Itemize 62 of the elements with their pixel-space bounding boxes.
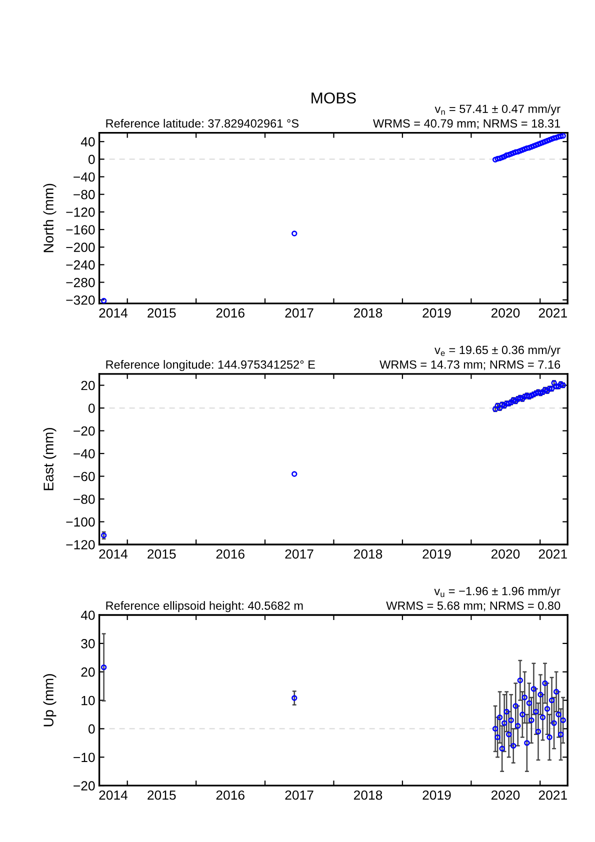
x-tick-label: 2020	[491, 549, 520, 559]
x-tick-label: 2020	[491, 790, 520, 800]
y-tick-label: −10	[74, 752, 95, 762]
y-tick-label: −120	[66, 208, 95, 217]
y-tick-label: 20	[81, 667, 95, 677]
y-tick-label: −20	[74, 781, 95, 791]
x-tick-label: 2018	[354, 549, 382, 559]
y-tick-label: 20	[81, 380, 95, 390]
x-tick-label: 2018	[354, 308, 382, 318]
text: v$_{u}$ = −1.96 ± 1.96 mm/yr	[434, 586, 560, 598]
y-tick-label: 40	[80, 610, 95, 620]
text: v$_{e}$ = 19.65 ± 0.36 mm/yr	[434, 345, 560, 356]
y-tick-label: −160	[66, 225, 95, 234]
y-tick-label: −60	[74, 472, 95, 482]
y-tick-label: −80	[74, 494, 95, 504]
x-tick-label: 2014	[99, 549, 128, 559]
y-tick-label: 0	[88, 154, 95, 164]
y-tick-label: −200	[66, 242, 95, 252]
chart-subtitle: Reference latitude: 37.829402961 °S	[106, 118, 299, 128]
x-tick-label: 2017	[285, 549, 314, 559]
y-axis-title: North (mm)	[43, 184, 56, 252]
y-tick-label: −120	[66, 540, 95, 550]
text: WRMS = 14.73 mm; NRMS = 7.16	[380, 360, 560, 370]
y-tick-label: −320	[66, 295, 95, 305]
x-tick-label: 2016	[216, 790, 244, 800]
x-tick-label: 2021	[538, 790, 567, 800]
x-tick-label: 2018	[354, 790, 382, 800]
y-tick-label: −240	[66, 260, 95, 270]
x-tick-label: 2019	[422, 308, 451, 318]
chart-subtitle: Reference longitude: 144.975341252° E	[106, 360, 315, 372]
y-tick-label: −280	[66, 278, 95, 288]
x-tick-label: 2015	[148, 549, 176, 559]
x-tick-label: 2015	[148, 790, 176, 800]
chart-title: MOBS	[312, 92, 356, 104]
x-tick-label: 2016	[216, 549, 244, 559]
x-tick-label: 2014	[99, 790, 128, 800]
chart-subtitle: Reference ellipsoid height: 40.5682 m	[106, 601, 303, 612]
y-tick-label: 30	[81, 639, 95, 648]
y-tick-label: −40	[74, 449, 95, 458]
text: WRMS = 40.79 mm; NRMS = 18.31	[373, 119, 560, 130]
y-tick-label: −40	[74, 172, 95, 182]
x-tick-label: 2019	[422, 549, 451, 559]
y-tick-label: 0	[88, 404, 95, 413]
x-tick-label: 2017	[285, 308, 314, 318]
y-tick-label: −80	[74, 190, 95, 200]
x-tick-label: 2014	[99, 308, 128, 318]
y-tick-label: 0	[88, 724, 95, 734]
x-tick-label: 2016	[216, 308, 244, 318]
text: v$_{n}$ = 57.41 ± 0.47 mm/yr	[434, 104, 560, 116]
y-tick-label: −20	[74, 426, 95, 436]
y-axis-title: Up (mm)	[43, 674, 56, 726]
x-tick-label: 2015	[148, 308, 176, 318]
x-tick-label: 2020	[491, 308, 520, 318]
x-tick-label: 2021	[538, 549, 567, 559]
x-tick-label: 2017	[285, 790, 314, 800]
text: WRMS = 5.68 mm; NRMS = 0.80	[386, 601, 560, 612]
y-tick-label: −100	[66, 517, 95, 527]
x-tick-label: 2019	[422, 790, 451, 800]
y-tick-label: 40	[80, 137, 95, 147]
y-tick-label: 10	[82, 696, 95, 706]
x-tick-label: 2021	[538, 308, 567, 318]
y-axis-title: East (mm)	[43, 428, 56, 490]
